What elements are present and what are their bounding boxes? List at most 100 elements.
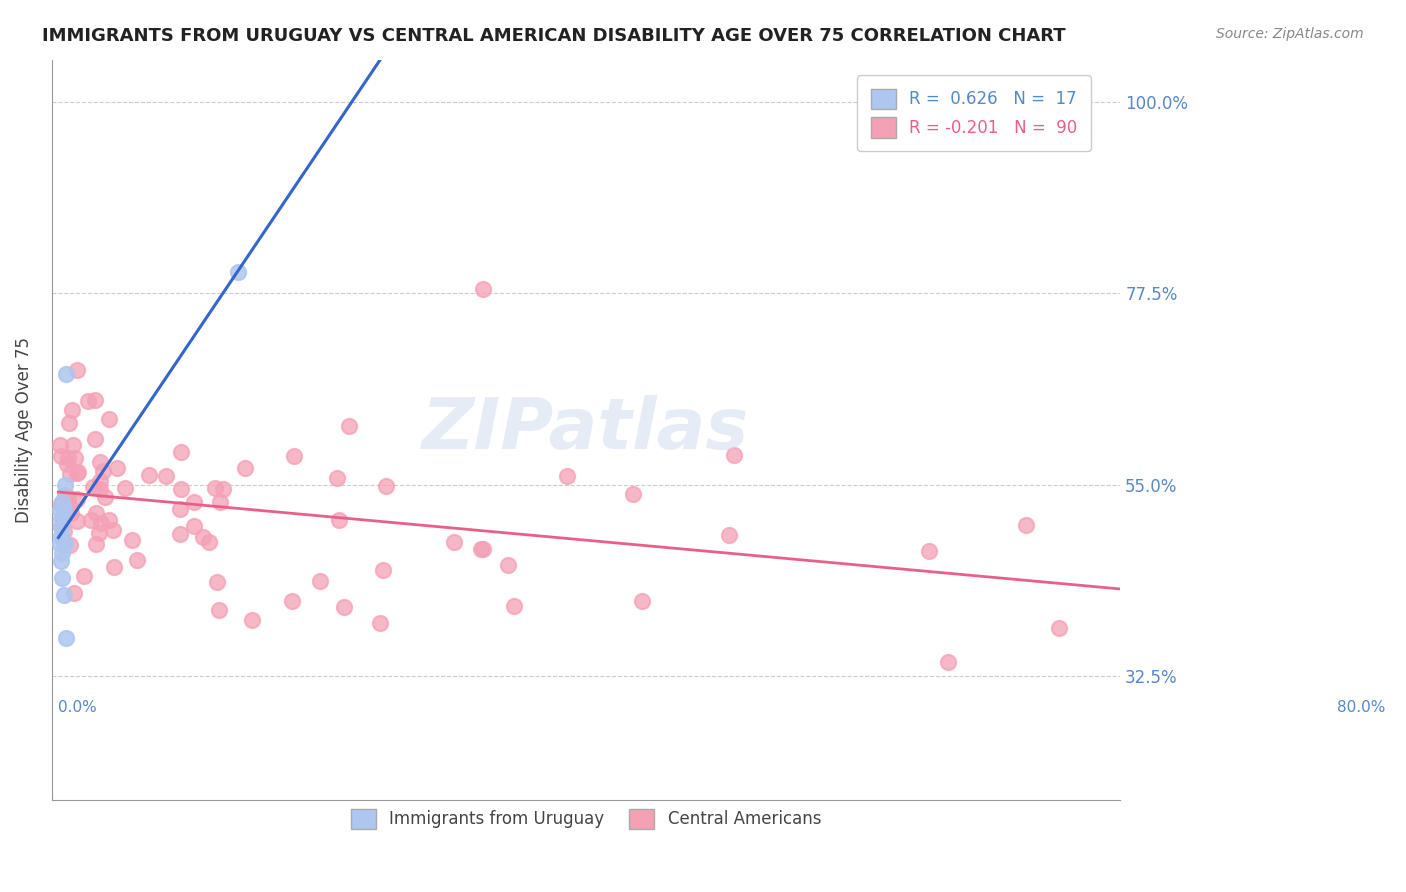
Point	[56, 457, 79, 471]
Point	[84, 432, 107, 446]
Point	[121, 533, 143, 547]
Point	[91, 464, 114, 478]
Text: IMMIGRANTS FROM URUGUAY VS CENTRAL AMERICAN DISABILITY AGE OVER 75 CORRELATION C: IMMIGRANTS FROM URUGUAY VS CENTRAL AMERI…	[42, 27, 1066, 45]
Point	[53, 503, 76, 517]
Point	[621, 487, 644, 501]
Point	[717, 528, 740, 542]
Point	[53, 478, 76, 492]
Point	[48, 503, 70, 517]
Point	[918, 543, 941, 558]
Point	[555, 468, 578, 483]
Point	[51, 495, 73, 509]
Text: Source: ZipAtlas.com: Source: ZipAtlas.com	[1216, 27, 1364, 41]
Point	[82, 479, 104, 493]
Point	[65, 492, 87, 507]
Point	[49, 529, 72, 543]
Point	[49, 449, 72, 463]
Point	[63, 586, 86, 600]
Point	[472, 282, 495, 296]
Point	[89, 474, 111, 488]
Point	[80, 513, 103, 527]
Point	[103, 560, 125, 574]
Text: 80.0%: 80.0%	[1337, 699, 1386, 714]
Point	[205, 575, 228, 590]
Point	[51, 546, 73, 560]
Point	[89, 526, 111, 541]
Point	[83, 393, 105, 408]
Point	[198, 535, 221, 549]
Point	[51, 571, 73, 585]
Point	[209, 494, 232, 508]
Point	[51, 512, 73, 526]
Point	[98, 412, 121, 426]
Point	[170, 445, 193, 459]
Point	[375, 479, 398, 493]
Point	[66, 514, 89, 528]
Point	[76, 394, 98, 409]
Point	[155, 469, 177, 483]
Text: 0.0%: 0.0%	[59, 699, 97, 714]
Point	[49, 512, 72, 526]
Point	[49, 519, 72, 533]
Point	[936, 655, 959, 669]
Point	[114, 481, 136, 495]
Point	[58, 498, 80, 512]
Point	[498, 558, 520, 572]
Point	[49, 497, 72, 511]
Point	[125, 553, 148, 567]
Point	[55, 368, 77, 382]
Point	[65, 467, 87, 481]
Point	[89, 482, 111, 496]
Point	[53, 537, 76, 551]
Point	[94, 490, 117, 504]
Point	[73, 568, 96, 582]
Point	[281, 593, 304, 607]
Y-axis label: Disability Age Over 75: Disability Age Over 75	[15, 336, 32, 523]
Point	[60, 403, 83, 417]
Legend: Immigrants from Uruguay, Central Americans: Immigrants from Uruguay, Central America…	[344, 802, 828, 836]
Point	[55, 631, 77, 645]
Point	[66, 465, 89, 479]
Point	[170, 483, 193, 497]
Point	[328, 512, 350, 526]
Point	[59, 507, 82, 521]
Point	[90, 516, 112, 530]
Text: ZIPatlas: ZIPatlas	[422, 395, 749, 464]
Point	[52, 503, 75, 517]
Point	[62, 438, 84, 452]
Point	[84, 506, 107, 520]
Point	[471, 542, 494, 557]
Point	[204, 481, 226, 495]
Point	[332, 599, 354, 614]
Point	[49, 554, 72, 568]
Point	[84, 537, 107, 551]
Point	[53, 534, 76, 549]
Point	[470, 542, 492, 557]
Point	[59, 539, 82, 553]
Point	[56, 491, 79, 505]
Point	[169, 502, 191, 516]
Point	[208, 603, 231, 617]
Point	[193, 530, 215, 544]
Point	[443, 535, 465, 549]
Point	[53, 488, 76, 502]
Point	[212, 482, 235, 496]
Point	[52, 524, 75, 538]
Point	[66, 363, 89, 377]
Point	[240, 613, 263, 627]
Point	[63, 450, 86, 465]
Point	[101, 523, 124, 537]
Point	[1015, 517, 1038, 532]
Point	[52, 588, 75, 602]
Point	[233, 461, 256, 475]
Point	[89, 455, 111, 469]
Point	[169, 526, 191, 541]
Point	[226, 265, 249, 279]
Point	[631, 594, 654, 608]
Point	[183, 519, 205, 533]
Point	[309, 574, 332, 588]
Point	[59, 467, 82, 481]
Point	[56, 451, 79, 466]
Point	[1047, 621, 1070, 635]
Point	[49, 520, 72, 534]
